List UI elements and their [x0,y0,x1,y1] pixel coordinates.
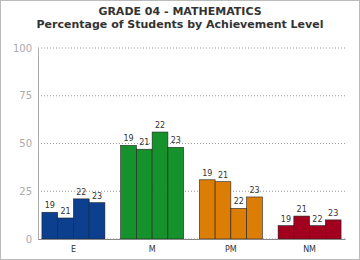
series-label: 22 [76,188,86,197]
y-tick: 75 [19,90,38,101]
x-tick: NM [303,239,316,254]
chart: GRADE 04 - MATHEMATICSPercentage of Stud… [0,0,360,260]
x-axis-line [39,239,346,240]
x-axis: E M PM NM [39,239,346,254]
bar [325,220,341,239]
bar [58,218,74,239]
y-tick-label: 75 [19,90,32,101]
bars [42,132,341,239]
series-label: 21 [218,171,228,180]
x-tick: M [149,239,156,254]
y-tick-label: 50 [19,138,32,149]
series-label: 22 [312,215,322,224]
y-tick-label: 100 [13,43,32,54]
bar [136,149,152,239]
y-tick: 100 [13,43,38,54]
bar [168,147,184,239]
series-label: 21 [297,205,307,214]
grid [38,48,345,239]
bar [278,226,294,239]
y-axis-line [38,49,39,240]
y-tick: 50 [19,138,38,149]
series-label: 22 [234,197,244,206]
bar [199,180,215,239]
title: GRADE 04 - MATHEMATICS [98,5,261,18]
bar [152,132,168,239]
plot: 0 25 50 75 100 19 21 22 23 19 21 22 23 19 21 22 23 19 21 22… [13,43,346,254]
y-tick: 25 [19,186,38,197]
grid-line [38,95,345,96]
series-label: 19 [281,215,291,224]
series-label: 23 [249,186,259,195]
y-axis: 0 25 50 75 100 [13,43,39,245]
y-tick: 0 [26,234,38,245]
subtitle: Percentage of Students by Achievement Le… [37,18,324,31]
y-tick-label: 25 [19,186,32,197]
series-label: 21 [60,207,70,216]
bar [231,208,247,239]
grid-line [38,48,345,49]
series-label: 19 [45,201,55,210]
x-tick: PM [225,239,237,254]
series-label: 21 [139,138,149,147]
series-label: 23 [328,209,338,218]
x-tick-label: NM [303,245,316,254]
x-tick-label: PM [225,245,237,254]
series-label: 23 [171,136,181,145]
bar [215,182,231,239]
series-label: 23 [92,192,102,201]
bar [121,145,137,239]
bar [247,197,263,239]
bar [310,226,326,239]
series-label: 19 [202,169,212,178]
bar [73,199,89,239]
y-tick-label: 0 [26,234,32,245]
x-tick-label: M [149,245,156,254]
grid-line [38,143,345,144]
bar-labels: 19 21 22 23 19 21 22 23 19 21 22 23 19 21 22 23 [45,121,339,224]
bar [89,203,105,239]
series-label: 22 [155,121,165,130]
frame [1,1,360,260]
x-tick-label: E [71,245,76,254]
bar [294,216,310,239]
bar [42,212,58,239]
x-tick: E [71,239,76,254]
series-label: 19 [123,134,133,143]
